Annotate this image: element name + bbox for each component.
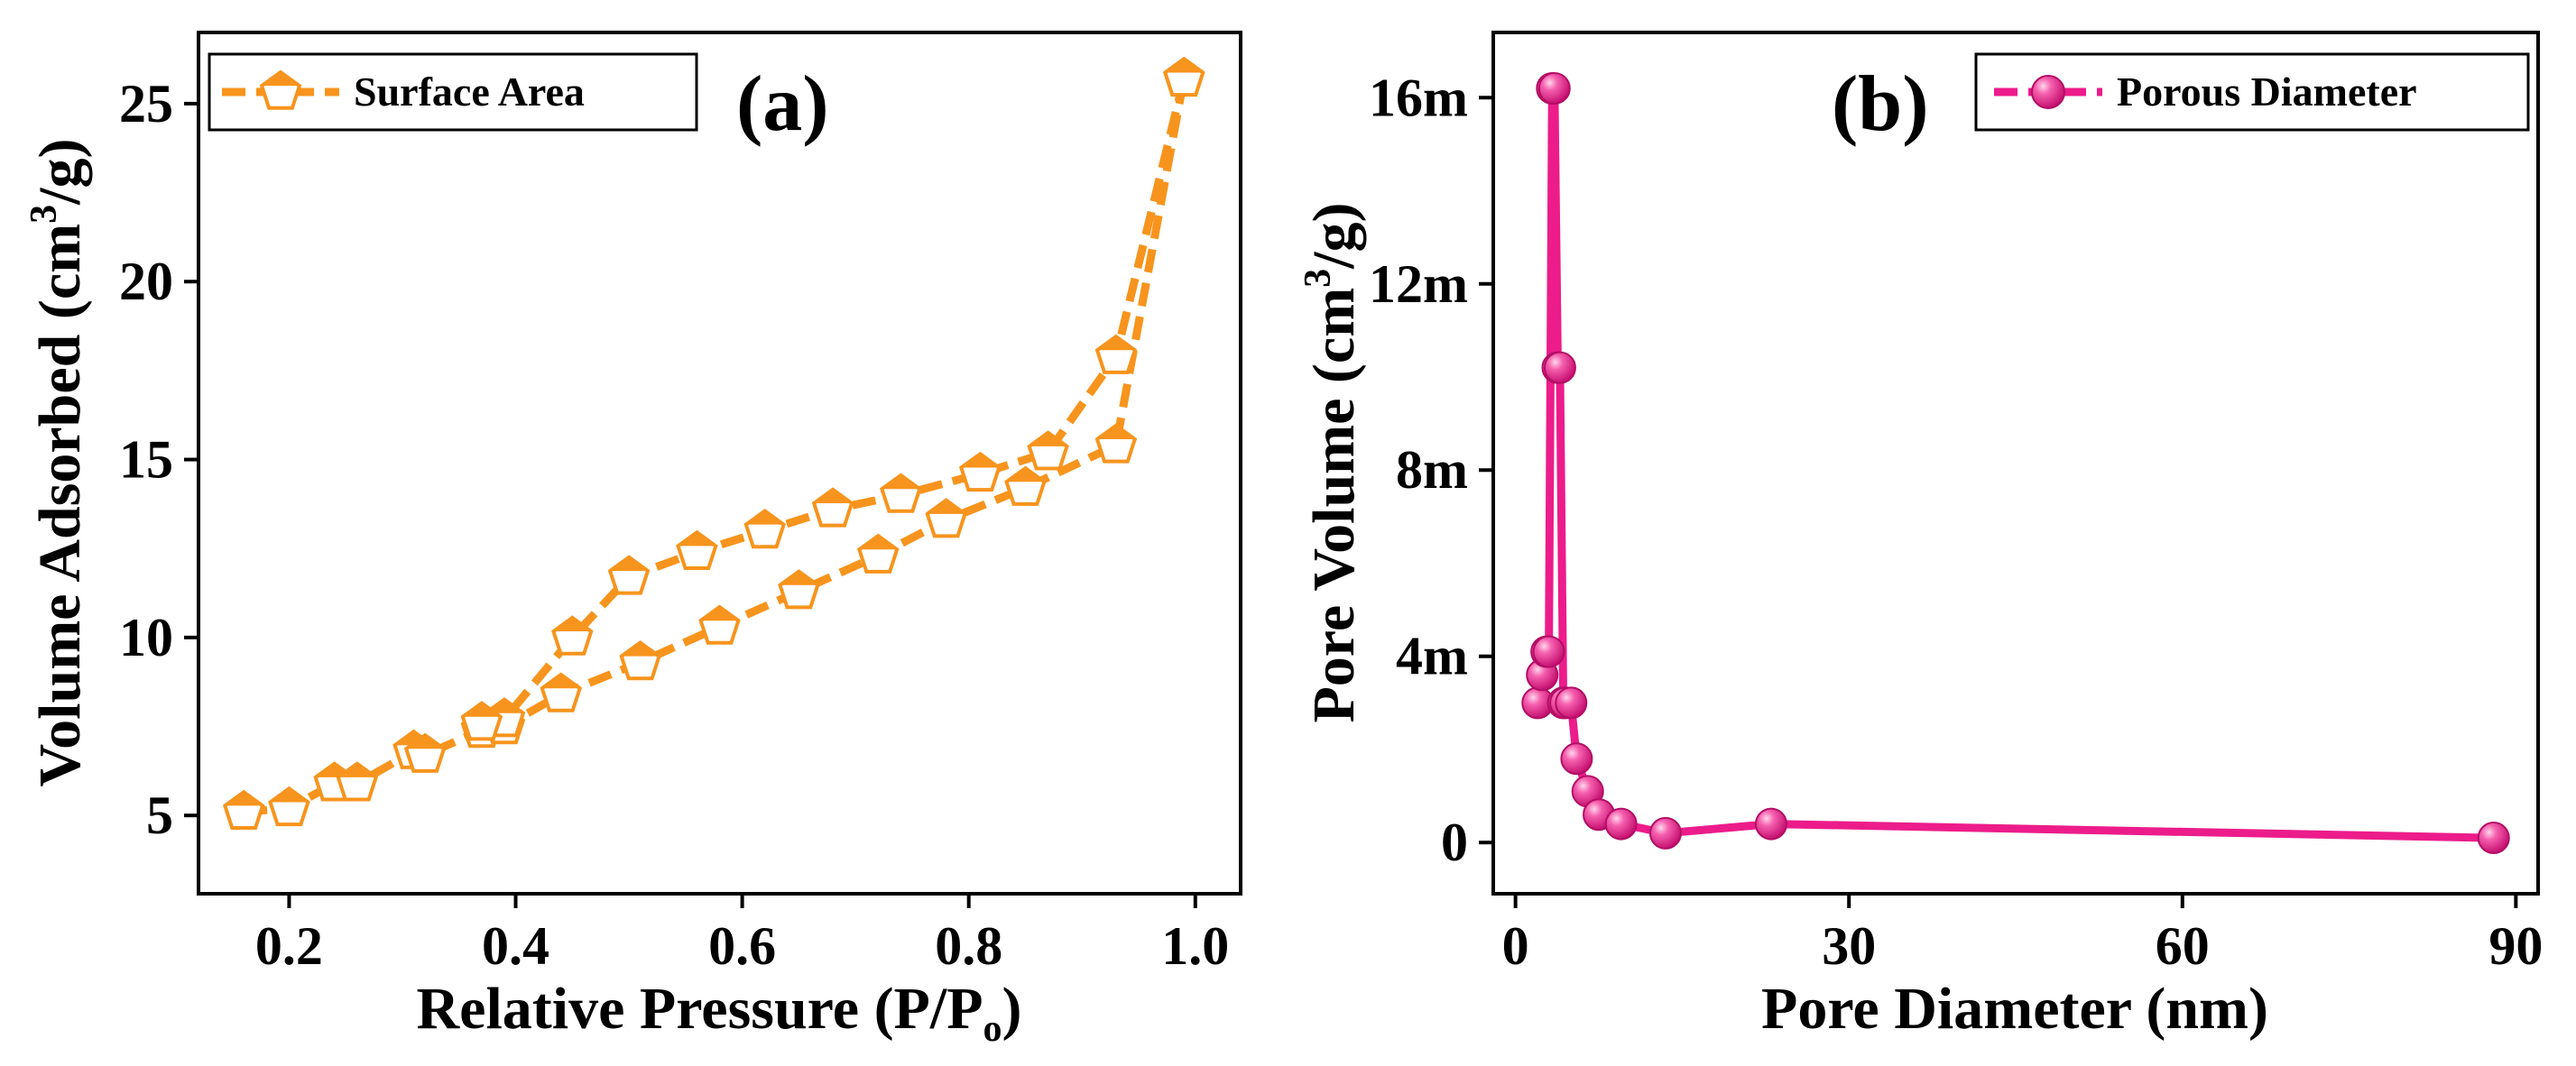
pore-volume-point [1537, 71, 1571, 105]
panel-b-legend-label: Porous Diameter [2117, 69, 2417, 115]
x-tick-label: 90 [2488, 916, 2543, 976]
x-tick-label: 0 [1502, 916, 1529, 976]
panel-a-legend-label: Surface Area [354, 69, 585, 115]
panel-b-legend: Porous Diameter [1974, 52, 2530, 132]
x-tick-label: 60 [2156, 916, 2210, 976]
y-tick-label: 4m [1396, 627, 1468, 686]
adsorption-point [856, 533, 900, 574]
panel-b-frame [1491, 31, 2540, 896]
pore-volume-point [1543, 351, 1576, 384]
adsorption-point [925, 498, 967, 538]
adsorption-point [222, 789, 265, 830]
desorption-point [1027, 430, 1069, 471]
panel-a-marks [222, 56, 1205, 830]
panel-b-legend-symbol [1994, 75, 2102, 109]
desorption-point [1094, 334, 1138, 374]
panel-b-ticks: 0 30 60 90 0 4m 8m 12m 16m [1369, 68, 2543, 976]
x-tick-label: 0.6 [708, 916, 776, 976]
x-tick-label: 1.0 [1161, 916, 1229, 976]
pore-volume-point [1604, 807, 1638, 841]
panel-a-frame [197, 31, 1242, 896]
desorption-point [1162, 56, 1205, 97]
panel-a-x-axis-title: Relative Pressure (P/Po) [416, 976, 1021, 1050]
x-tick-label: 0.2 [255, 916, 323, 976]
panel-b-chart: 0 30 60 90 0 4m 8m 12m 16m Porous Diameter (b) P… [1297, 31, 2543, 1042]
adsorption-point [619, 640, 661, 681]
x-tick-label: 30 [1822, 916, 1876, 976]
y-tick-label: 8m [1396, 440, 1468, 500]
panel-a-ticks: 0.2 0.4 0.6 0.8 1.0 5 10 15 20 25 [119, 74, 1229, 976]
desorption-point [607, 555, 651, 595]
panel-a-legend: Surface Area [208, 52, 698, 132]
panel-b-label: (b) [1832, 60, 1929, 148]
panel-a-y-axis-title: Volume Adsorbed (cm3/g) [23, 139, 93, 787]
adsorption-point [540, 672, 583, 712]
x-tick-label: 0.4 [482, 916, 549, 976]
pore-volume-point [1648, 816, 1682, 850]
y-tick-label: 15 [119, 430, 173, 490]
pore-volume-point [1560, 742, 1593, 776]
pore-volume-point [1754, 807, 1787, 841]
desorption-point [880, 473, 922, 513]
y-tick-label: 12m [1369, 254, 1468, 314]
y-tick-label: 16m [1369, 68, 1468, 127]
panel-b-y-axis-title: Pore Volume (cm3/g) [1297, 202, 1367, 722]
desorption-point [676, 529, 718, 570]
y-tick-label: 20 [119, 252, 173, 311]
x-tick-label: 0.8 [935, 916, 1002, 976]
desorption-point [958, 451, 1002, 492]
adsorption-point [778, 569, 820, 610]
panel-a-label: (a) [736, 60, 829, 148]
y-tick-label: 0 [1441, 813, 1468, 872]
pore-volume-line [1533, 84, 2494, 842]
desorption-point [551, 615, 594, 656]
panel-a-chart: 0.2 0.4 0.6 0.8 1.0 5 10 15 20 25 Surface Area (a… [23, 31, 1242, 1050]
panel-b-x-axis-title: Pore Diameter (nm) [1761, 976, 2268, 1042]
pore-volume-point [2477, 822, 2510, 855]
y-tick-label: 5 [146, 786, 173, 845]
legend-marker [259, 69, 302, 110]
adsorption-point [268, 786, 310, 827]
y-tick-label: 10 [119, 608, 173, 667]
desorption-point [460, 701, 503, 741]
pore-volume-point [1555, 686, 1588, 720]
desorption-point [811, 487, 854, 528]
adsorption-point [403, 732, 447, 773]
desorption-point [743, 509, 786, 549]
panel-a-legend-symbol [222, 69, 339, 110]
adsorption-point [336, 761, 379, 802]
pore-volume-point [1532, 635, 1565, 668]
y-tick-label: 25 [119, 74, 173, 133]
adsorption-point [1094, 423, 1138, 464]
legend-marker [2031, 75, 2065, 109]
adsorption-point [698, 604, 741, 645]
panel-b-marks [1521, 71, 2510, 855]
adsorption-point [1004, 465, 1047, 506]
